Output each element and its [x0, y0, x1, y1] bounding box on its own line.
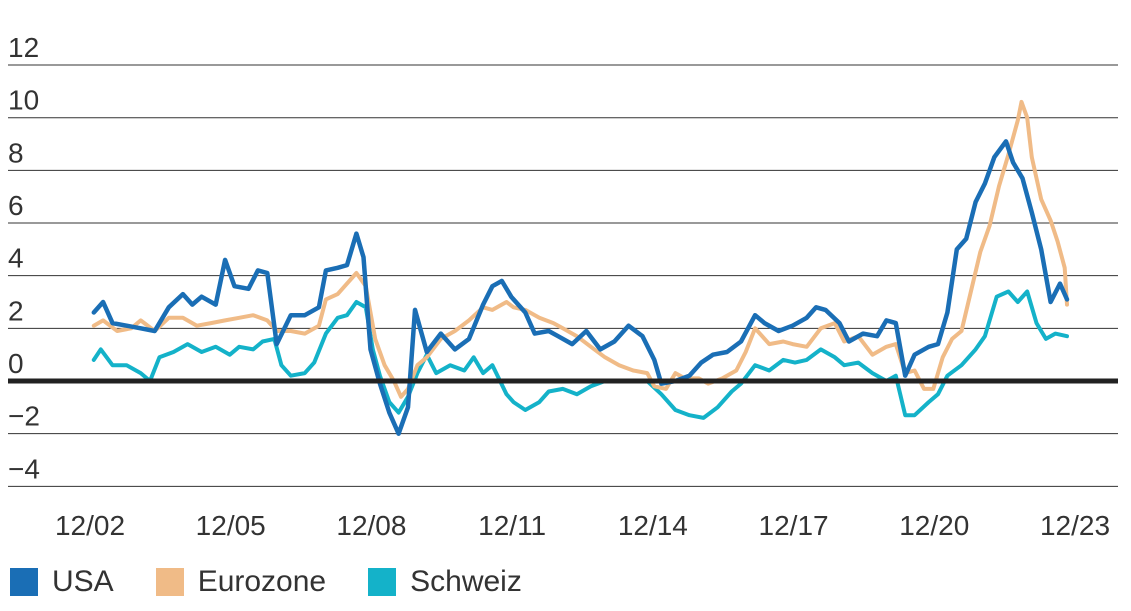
y-tick-label: −4	[8, 453, 40, 484]
x-tick-label: 12/05	[196, 510, 266, 541]
legend-swatch-eurozone	[155, 568, 184, 596]
x-axis-ticks: 12/02 12/05 12/08 12/11 12/14 12/17 12/20 12/23	[55, 510, 1110, 541]
y-tick-label: 2	[8, 295, 24, 326]
legend-item-usa: USA	[10, 562, 114, 602]
y-tick-label: 6	[8, 190, 24, 221]
series-line-eurozone	[91, 99, 1069, 399]
y-tick-label: 0	[8, 348, 24, 379]
legend-swatch-schweiz	[368, 568, 397, 596]
x-tick-label: 12/17	[759, 510, 829, 541]
legend-item-schweiz: Schweiz	[368, 562, 522, 602]
legend-label-usa: USA	[52, 565, 114, 598]
x-tick-label: 12/20	[899, 510, 969, 541]
y-tick-label: 4	[8, 243, 24, 274]
x-tick-label: 12/23	[1040, 510, 1110, 541]
legend: USA Eurozone Schweiz	[10, 562, 564, 602]
x-tick-label: 12/02	[55, 510, 125, 541]
x-tick-label: 12/11	[478, 510, 546, 541]
y-tick-label: 10	[8, 85, 39, 116]
legend-label-eurozone: Eurozone	[197, 565, 327, 598]
y-tick-label: −2	[8, 401, 40, 432]
series-lines	[91, 99, 1070, 436]
x-tick-label: 12/08	[336, 510, 406, 541]
y-tick-label: 12	[8, 32, 39, 63]
series-line-usa	[91, 139, 1070, 436]
legend-label-schweiz: Schweiz	[410, 565, 522, 598]
y-axis-ticks: 12 10 8 6 4 2 0 −2 −4	[8, 32, 40, 484]
y-tick-label: 8	[8, 137, 24, 168]
series-line-schweiz	[91, 289, 1069, 420]
x-tick-label: 12/14	[618, 510, 688, 541]
legend-swatch-usa	[10, 568, 38, 596]
legend-item-eurozone: Eurozone	[155, 562, 327, 602]
